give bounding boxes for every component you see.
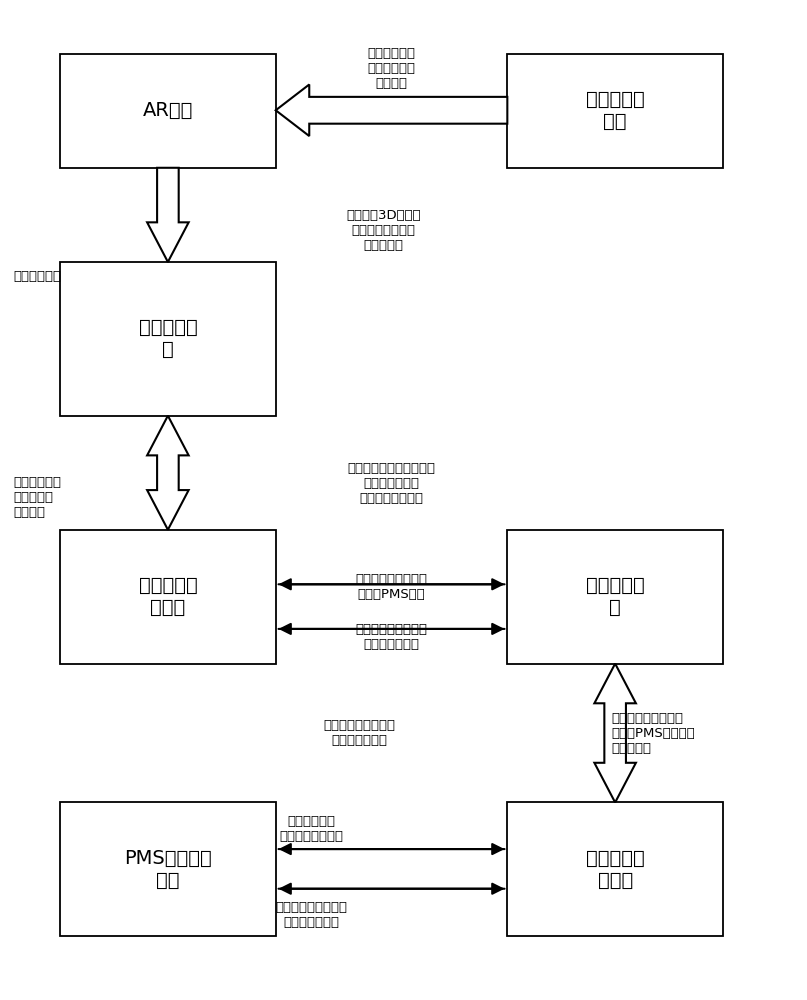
Text: 设备维修指南: 设备维修指南 [14, 270, 62, 283]
Bar [60, 802, 276, 936]
Text: 工作票反馈、
修试记录、
试验报告: 工作票反馈、 修试记录、 试验报告 [14, 476, 62, 519]
Polygon shape [276, 84, 508, 136]
Bar [508, 530, 723, 664]
Text: 输变电线路
设备: 输变电线路 设备 [586, 90, 645, 131]
Text: PMS生产管理
系统: PMS生产管理 系统 [124, 849, 211, 890]
Text: 内网双向隔
离装置: 内网双向隔 离装置 [586, 849, 645, 890]
Polygon shape [595, 664, 636, 802]
Bar [60, 54, 276, 168]
Text: AR眼镜: AR眼镜 [143, 101, 193, 120]
Text: 摄像头识别设
备二维码或者
设备图像: 摄像头识别设 备二维码或者 设备图像 [367, 47, 416, 90]
Text: 经过内网隔离装置处
理过的PMS数据: 经过内网隔离装置处 理过的PMS数据 [356, 573, 428, 601]
Text: 外网双向隔
离装置: 外网双向隔 离装置 [139, 576, 197, 617]
Bar [508, 54, 723, 168]
Bar [60, 262, 276, 416]
Bar [508, 802, 723, 936]
Text: 移动终端设
备: 移动终端设 备 [139, 318, 197, 359]
Text: 移动巡检系
统: 移动巡检系 统 [586, 576, 645, 617]
Polygon shape [147, 416, 189, 530]
Text: 经过外网隔离装置处理过
的下发工作票、
设备台账基本信息: 经过外网隔离装置处理过 的下发工作票、 设备台账基本信息 [348, 462, 436, 505]
Text: 经过外网隔离装置处
理过的工作反馈: 经过外网隔离装置处 理过的工作反馈 [356, 623, 428, 651]
Text: 下发工作票、
设备台账基本信息: 下发工作票、 设备台账基本信息 [280, 815, 344, 843]
Text: 经过内网隔离装置处
理过的PMS工单、设
备基本信息: 经过内网隔离装置处 理过的PMS工单、设 备基本信息 [611, 712, 695, 755]
Text: 经过内网隔离装置处
理过的工作反馈: 经过内网隔离装置处 理过的工作反馈 [276, 901, 348, 929]
Text: 设备拆解3D模型、
设备地理信息等增
强现实信息: 设备拆解3D模型、 设备地理信息等增 强现实信息 [346, 209, 420, 252]
Text: 经过内网隔离装置处
理过的工作反馈: 经过内网隔离装置处 理过的工作反馈 [324, 719, 395, 747]
Polygon shape [147, 168, 189, 262]
Bar [60, 530, 276, 664]
